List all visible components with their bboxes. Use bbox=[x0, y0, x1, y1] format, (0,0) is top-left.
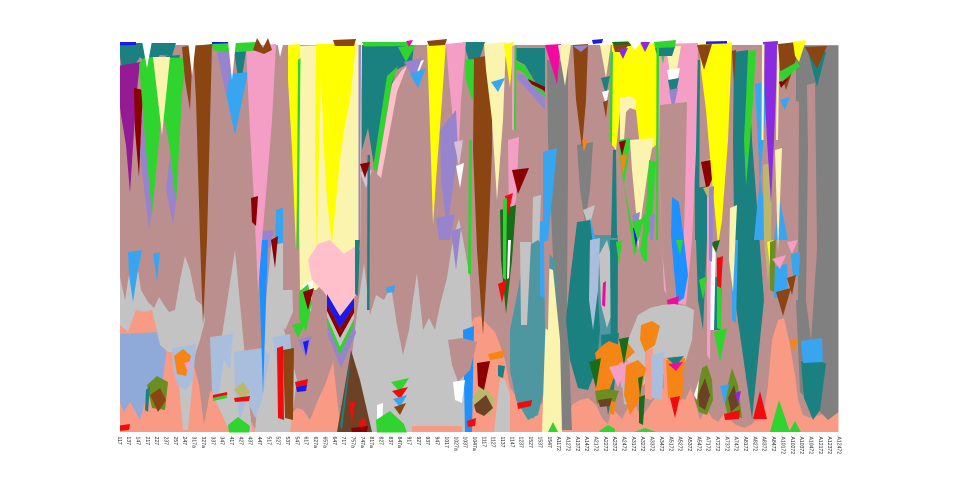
svg-text:147: 147 bbox=[135, 437, 141, 446]
svg-text:A3172: A3172 bbox=[630, 437, 636, 452]
svg-text:537: 537 bbox=[284, 437, 290, 446]
svg-text:1017: 1017 bbox=[443, 437, 449, 448]
svg-text:257: 257 bbox=[172, 437, 178, 446]
svg-text:A1172: A1172 bbox=[555, 437, 561, 452]
svg-text:937: 937 bbox=[424, 437, 430, 446]
svg-text:A1372: A1372 bbox=[574, 437, 580, 452]
svg-text:227: 227 bbox=[153, 437, 159, 446]
svg-text:1547: 1547 bbox=[546, 437, 552, 448]
svg-text:617: 617 bbox=[303, 437, 309, 446]
svg-text:1537: 1537 bbox=[536, 437, 542, 448]
svg-text:137: 137 bbox=[125, 437, 131, 446]
svg-text:A2272: A2272 bbox=[602, 437, 608, 452]
svg-text:1047a: 1047a bbox=[471, 437, 477, 451]
svg-text:427: 427 bbox=[237, 437, 243, 446]
svg-text:A10172: A10172 bbox=[779, 437, 785, 455]
svg-text:A8272: A8272 bbox=[751, 437, 757, 452]
svg-text:547: 547 bbox=[293, 437, 299, 446]
svg-text:847a: 847a bbox=[396, 437, 402, 448]
svg-text:A5372: A5372 bbox=[686, 437, 692, 452]
svg-text:A8372: A8372 bbox=[761, 437, 767, 452]
svg-text:717: 717 bbox=[340, 437, 346, 446]
svg-text:A12472: A12472 bbox=[836, 437, 842, 455]
svg-text:927: 927 bbox=[415, 437, 421, 446]
svg-text:A7172: A7172 bbox=[705, 437, 711, 452]
svg-text:A3272: A3272 bbox=[639, 437, 645, 452]
svg-text:A5172: A5172 bbox=[667, 437, 673, 452]
svg-text:A12172: A12172 bbox=[817, 437, 823, 455]
svg-text:A10372: A10372 bbox=[798, 437, 804, 455]
svg-text:1237: 1237 bbox=[518, 437, 524, 448]
svg-text:1147: 1147 bbox=[508, 437, 514, 448]
svg-text:757a: 757a bbox=[350, 437, 356, 448]
svg-text:657a: 657a bbox=[321, 437, 327, 448]
svg-text:A10472: A10472 bbox=[808, 437, 814, 455]
svg-text:A2372: A2372 bbox=[611, 437, 617, 452]
svg-text:647: 647 bbox=[331, 437, 337, 446]
svg-text:347: 347 bbox=[219, 437, 225, 446]
svg-text:A12372: A12372 bbox=[826, 437, 832, 455]
svg-text:747a: 747a bbox=[359, 437, 365, 448]
svg-text:A2472: A2472 bbox=[621, 437, 627, 452]
svg-text:1527: 1527 bbox=[527, 437, 533, 448]
svg-text:A1272: A1272 bbox=[564, 437, 570, 452]
svg-text:837: 837 bbox=[387, 437, 393, 446]
svg-text:327a: 327a bbox=[200, 437, 206, 448]
svg-text:A5472: A5472 bbox=[695, 437, 701, 452]
svg-text:A1472: A1472 bbox=[583, 437, 589, 452]
svg-text:1127: 1127 bbox=[490, 437, 496, 448]
svg-text:217: 217 bbox=[144, 437, 150, 446]
svg-text:527: 527 bbox=[275, 437, 281, 446]
svg-text:1027a: 1027a bbox=[452, 437, 458, 451]
svg-text:1037: 1037 bbox=[462, 437, 468, 448]
svg-text:A10272: A10272 bbox=[789, 437, 795, 455]
svg-text:A3372: A3372 bbox=[649, 437, 655, 452]
svg-text:627a: 627a bbox=[312, 437, 318, 448]
svg-text:A5272: A5272 bbox=[677, 437, 683, 452]
svg-text:417: 417 bbox=[228, 437, 234, 446]
svg-text:447: 447 bbox=[256, 437, 262, 446]
svg-text:817a: 817a bbox=[368, 437, 374, 448]
svg-text:A7372: A7372 bbox=[723, 437, 729, 452]
svg-text:917: 917 bbox=[406, 437, 412, 446]
svg-text:517: 517 bbox=[265, 437, 271, 446]
svg-text:237: 237 bbox=[163, 437, 169, 446]
svg-text:337: 337 bbox=[209, 437, 215, 446]
svg-text:437: 437 bbox=[247, 437, 253, 446]
svg-text:317a: 317a bbox=[191, 437, 197, 448]
svg-text:A7472: A7472 bbox=[733, 437, 739, 452]
svg-text:117: 117 bbox=[116, 437, 122, 445]
svg-text:827: 827 bbox=[378, 437, 384, 446]
svg-text:A3472: A3472 bbox=[658, 437, 664, 452]
svg-text:1117: 1117 bbox=[480, 437, 486, 448]
svg-text:A7272: A7272 bbox=[714, 437, 720, 452]
svg-text:A8472: A8472 bbox=[770, 437, 776, 452]
svg-text:1137: 1137 bbox=[499, 437, 505, 448]
svg-text:247: 247 bbox=[181, 437, 187, 446]
svg-text:A2172: A2172 bbox=[593, 437, 599, 452]
svg-text:A8172: A8172 bbox=[742, 437, 748, 452]
svg-text:947: 947 bbox=[434, 437, 440, 446]
